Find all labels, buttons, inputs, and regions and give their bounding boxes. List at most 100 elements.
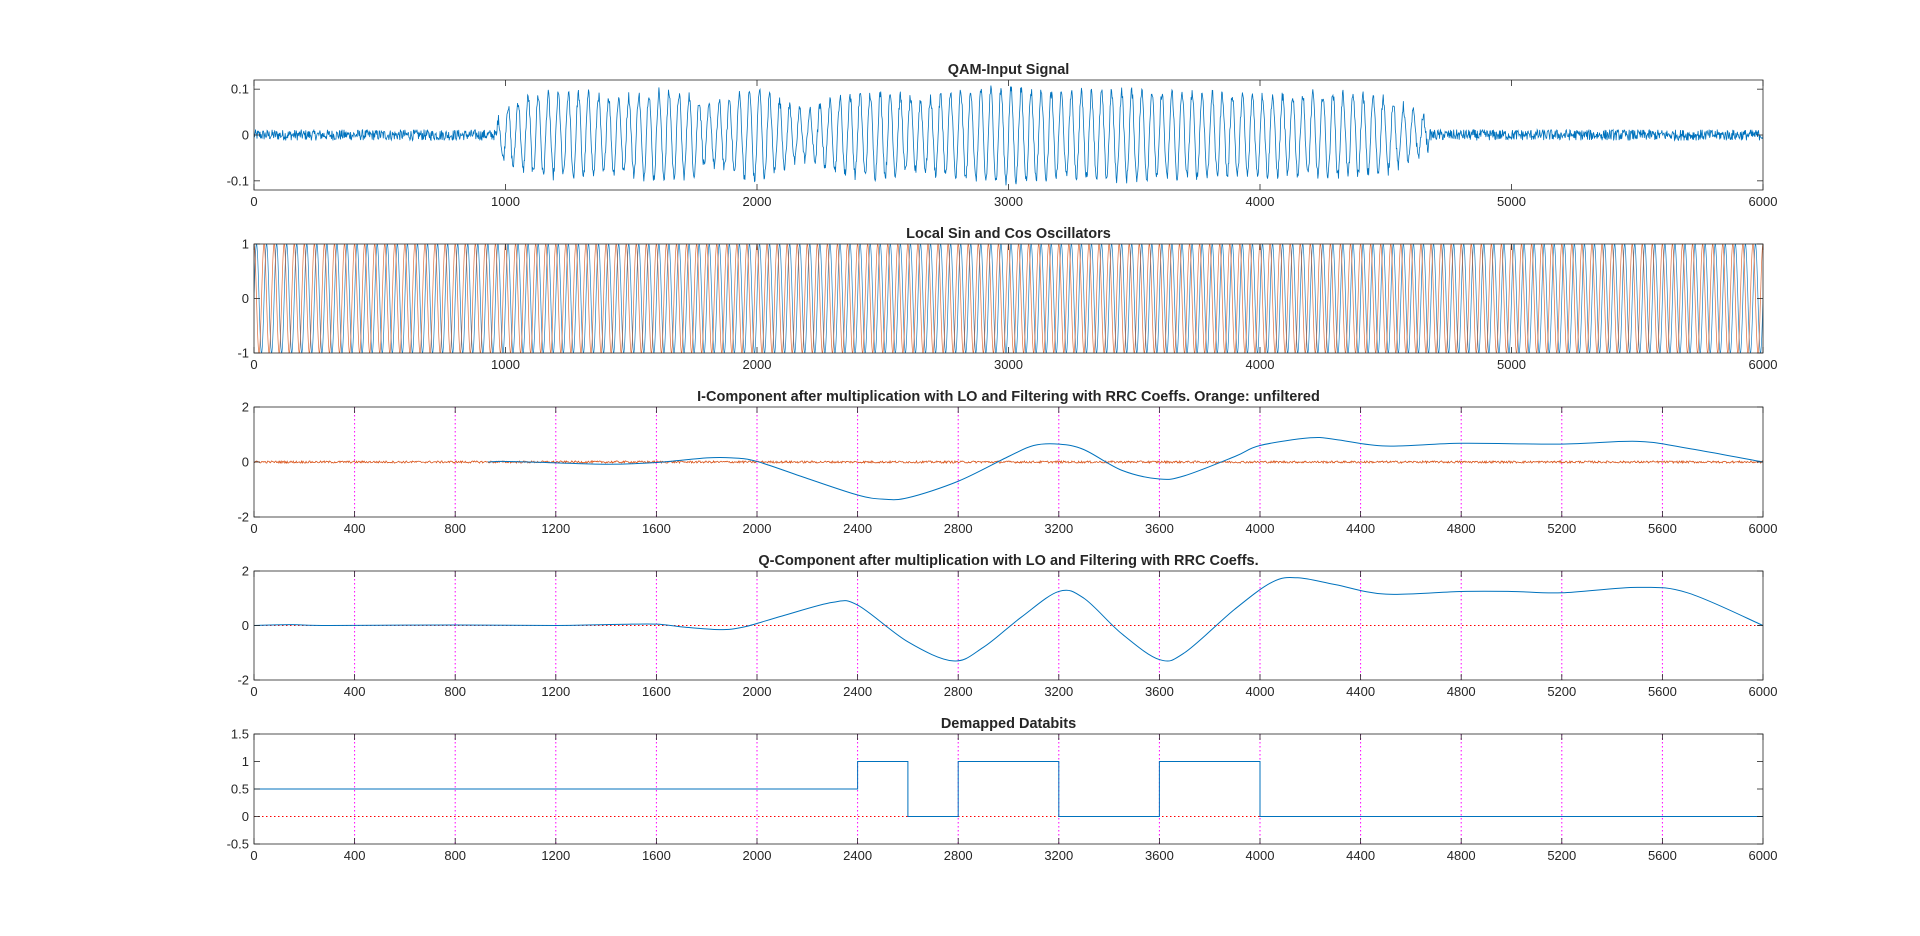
series-line-databits — [254, 761, 1763, 817]
chart-title: Local Sin and Cos Oscillators — [906, 226, 1111, 242]
chart-panel-4: 0 400 800 1200 1600 2000 2400 2800 3200 3600 4000 4… — [237, 553, 1777, 699]
x-tick-label: 1000 — [491, 357, 520, 372]
x-tick-label: 3600 — [1145, 684, 1174, 699]
x-tick-label: 1600 — [642, 848, 671, 863]
x-tick-label: 2400 — [843, 848, 872, 863]
x-tick-label: 1200 — [541, 521, 570, 536]
x-tick-label: 5200 — [1547, 848, 1576, 863]
x-tick-label: 5600 — [1648, 521, 1677, 536]
y-tick-label: -1 — [237, 346, 249, 361]
x-tick-label: 5200 — [1547, 684, 1576, 699]
x-tick-label: 2000 — [743, 848, 772, 863]
x-tick-label: 4800 — [1447, 848, 1476, 863]
x-tick-label: 3600 — [1145, 521, 1174, 536]
x-tick-label: 400 — [344, 848, 366, 863]
x-tick-label: 3000 — [994, 357, 1023, 372]
y-tick-label: 1 — [242, 237, 249, 252]
x-tick-label: 3200 — [1044, 684, 1073, 699]
x-tick-label: 400 — [344, 521, 366, 536]
y-tick-label: 0 — [242, 291, 249, 306]
series-line-input-signal — [254, 85, 1763, 186]
chart-title: Q-Component after multiplication with LO… — [758, 553, 1258, 569]
plot-area — [254, 85, 1763, 186]
x-tick-label: 4400 — [1346, 848, 1375, 863]
series-line-filtered — [254, 577, 1763, 662]
x-tick-label: 6000 — [1749, 684, 1778, 699]
x-tick-label: 4400 — [1346, 684, 1375, 699]
x-tick-label: 1000 — [491, 194, 520, 209]
series-line-sin-oscillator — [254, 244, 1763, 353]
x-tick-label: 4000 — [1246, 194, 1275, 209]
x-tick-label: 2400 — [843, 521, 872, 536]
x-tick-label: 800 — [444, 521, 466, 536]
x-tick-label: 4000 — [1246, 521, 1275, 536]
x-tick-label: 3000 — [994, 194, 1023, 209]
x-tick-label: 4800 — [1447, 684, 1476, 699]
x-tick-label: 1200 — [541, 848, 570, 863]
chart-title: QAM-Input Signal — [948, 62, 1070, 78]
x-tick-label: 3200 — [1044, 848, 1073, 863]
x-tick-label: 2000 — [743, 357, 772, 372]
x-tick-label: 4000 — [1246, 357, 1275, 372]
chart-panel-1: 0 1000 2000 3000 4000 5000 6000-0.100.1QAM-Inp… — [227, 62, 1778, 209]
x-tick-label: 2000 — [743, 194, 772, 209]
x-tick-label: 2000 — [743, 521, 772, 536]
y-tick-label: -2 — [237, 673, 249, 688]
y-tick-label: 0.5 — [231, 782, 249, 797]
y-tick-label: 0 — [242, 128, 249, 143]
plot-area — [254, 407, 1763, 517]
series-line-unfiltered — [254, 459, 1763, 465]
y-tick-label: 1 — [242, 754, 249, 769]
chart-panel-3: 0 400 800 1200 1600 2000 2400 2800 3200 3600 4000 4… — [237, 389, 1777, 536]
chart-panel-5: 0 400 800 1200 1600 2000 2400 2800 3200 3600 4000 4… — [227, 716, 1778, 863]
plot-area — [254, 244, 1763, 353]
x-tick-label: 6000 — [1749, 521, 1778, 536]
x-tick-label: 4800 — [1447, 521, 1476, 536]
y-tick-label: -0.1 — [227, 173, 249, 188]
plot-area — [254, 734, 1763, 844]
chart-title: I-Component after multiplication with LO… — [697, 389, 1320, 405]
y-tick-label: 1.5 — [231, 727, 249, 742]
x-tick-label: 1200 — [541, 684, 570, 699]
x-tick-label: 0 — [250, 521, 257, 536]
x-tick-label: 2000 — [743, 684, 772, 699]
x-tick-label: 5600 — [1648, 684, 1677, 699]
x-tick-label: 6000 — [1749, 194, 1778, 209]
y-tick-label: 0 — [242, 455, 249, 470]
y-tick-label: 0 — [242, 809, 249, 824]
x-tick-label: 6000 — [1749, 357, 1778, 372]
series-line-filtered — [487, 436, 1763, 501]
y-tick-label: 2 — [242, 400, 249, 415]
y-tick-label: -0.5 — [227, 837, 249, 852]
x-tick-label: 5000 — [1497, 357, 1526, 372]
x-tick-label: 800 — [444, 684, 466, 699]
x-tick-label: 5600 — [1648, 848, 1677, 863]
x-tick-label: 2800 — [944, 848, 973, 863]
x-tick-label: 2400 — [843, 684, 872, 699]
x-tick-label: 4000 — [1246, 684, 1275, 699]
x-tick-label: 1600 — [642, 521, 671, 536]
x-tick-label: 0 — [250, 684, 257, 699]
x-tick-label: 5000 — [1497, 194, 1526, 209]
x-tick-label: 1600 — [642, 684, 671, 699]
x-tick-label: 3600 — [1145, 848, 1174, 863]
x-tick-label: 4000 — [1246, 848, 1275, 863]
y-tick-label: 0 — [242, 618, 249, 633]
y-tick-label: 2 — [242, 564, 249, 579]
chart-title: Demapped Databits — [941, 716, 1076, 732]
x-tick-label: 2800 — [944, 521, 973, 536]
x-tick-label: 0 — [250, 357, 257, 372]
x-tick-label: 0 — [250, 848, 257, 863]
x-tick-label: 400 — [344, 684, 366, 699]
x-tick-label: 6000 — [1749, 848, 1778, 863]
x-tick-label: 2800 — [944, 684, 973, 699]
x-tick-label: 3200 — [1044, 521, 1073, 536]
x-tick-label: 5200 — [1547, 521, 1576, 536]
y-tick-label: 0.1 — [231, 82, 249, 97]
x-tick-label: 0 — [250, 194, 257, 209]
x-tick-label: 4400 — [1346, 521, 1375, 536]
y-tick-label: -2 — [237, 510, 249, 525]
